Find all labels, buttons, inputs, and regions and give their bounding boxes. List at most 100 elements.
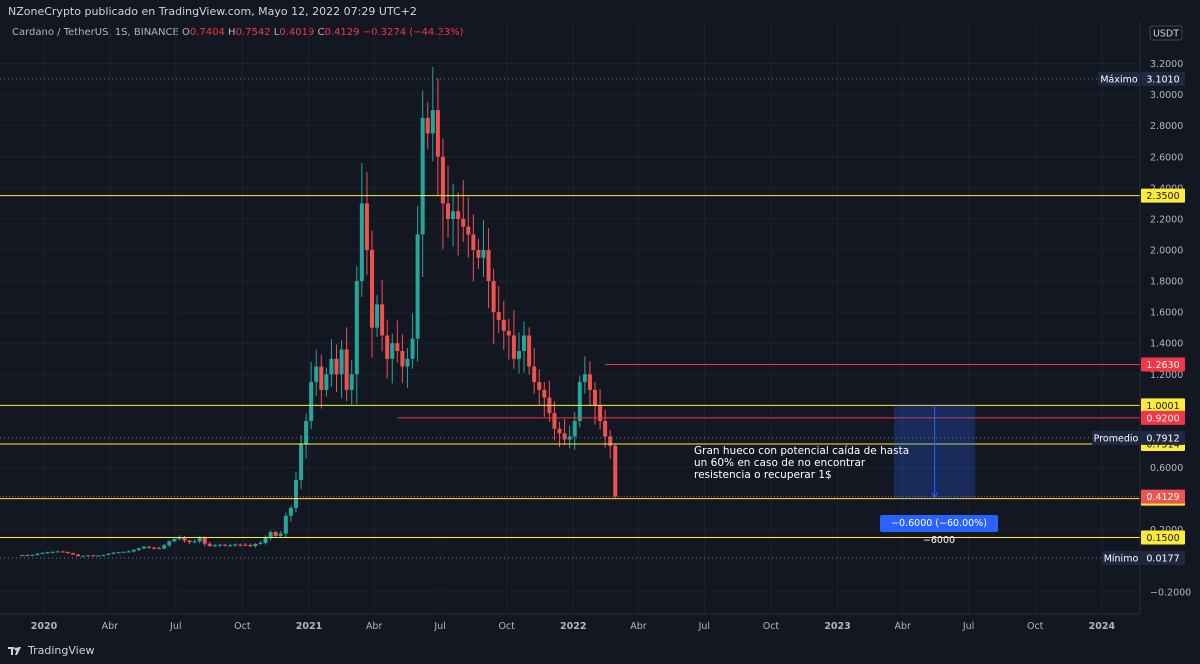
candle	[491, 268, 496, 344]
candle-body	[461, 218, 466, 227]
candle-body	[288, 507, 293, 516]
candle	[369, 230, 374, 358]
candle-body	[146, 546, 151, 548]
candle-body	[187, 540, 192, 543]
current-price-badge: 0.4129	[1141, 489, 1185, 504]
avg-badge-frame	[1141, 430, 1185, 445]
axes: 3.20003.00002.80002.60002.40002.20002.00…	[0, 22, 1192, 632]
candle-body	[106, 553, 111, 555]
avg-tag: Promedio	[1092, 430, 1140, 445]
candle-body	[375, 304, 380, 328]
candle-body	[380, 304, 385, 336]
candle	[435, 78, 440, 197]
currency-badge-label: USDT	[1153, 29, 1179, 40]
candle	[410, 313, 415, 369]
candle-body	[207, 543, 212, 547]
candle-body	[511, 335, 516, 359]
candle	[182, 535, 187, 543]
x-tick-label: Jul	[169, 621, 181, 632]
max-badge-value: 3.1010	[1146, 74, 1179, 85]
candle	[304, 413, 309, 459]
symbol-legend: Cardano / TetherUS, 1S, BINANCE O0.7404 …	[12, 27, 464, 38]
candle	[50, 551, 55, 554]
candle-body	[273, 532, 278, 536]
candle-body	[177, 537, 182, 540]
candle-body	[81, 555, 86, 557]
candle-body	[86, 555, 91, 557]
avg-badge: 0.7912	[1141, 430, 1185, 445]
candle	[451, 183, 456, 247]
red-level-badge-value: 1.2630	[1146, 360, 1179, 371]
candle	[207, 541, 212, 547]
candle	[187, 539, 192, 545]
candle-body	[309, 382, 314, 421]
candle-body	[40, 553, 45, 555]
candle	[532, 347, 537, 395]
yellow-level-badge-value: 0.1500	[1146, 533, 1179, 544]
candle-body	[491, 281, 496, 313]
yellow-level-badge-frame	[1141, 188, 1185, 203]
min-tag: Mínimo	[1102, 551, 1140, 566]
candle-body	[552, 413, 557, 429]
candle-body	[116, 552, 121, 554]
candle-body	[299, 444, 304, 480]
candle-body	[395, 343, 400, 352]
candle-body	[304, 420, 309, 445]
candle-body	[167, 541, 172, 546]
x-tick-label: Abr	[630, 621, 647, 632]
candle	[314, 349, 319, 396]
yellow-level-badge: 1.0001	[1141, 398, 1185, 413]
candle-body	[608, 436, 613, 446]
candle	[253, 543, 258, 548]
symbol-name: Cardano / TetherUS, 1S, BINANCE	[12, 27, 179, 38]
candle	[552, 401, 557, 441]
candle	[136, 547, 141, 552]
candle-body	[131, 549, 136, 552]
candle-body	[172, 539, 177, 542]
candle-body	[410, 338, 415, 359]
x-tick-label: Abr	[894, 621, 911, 632]
candle-body	[182, 537, 187, 541]
candle	[537, 369, 542, 406]
candle-body	[339, 349, 344, 375]
candle-body	[248, 544, 253, 547]
candle-body	[466, 226, 471, 235]
candle-body	[319, 366, 324, 390]
candle-body	[527, 335, 532, 367]
candle	[587, 361, 592, 407]
x-tick-label: 2020	[31, 621, 58, 632]
candle-body	[354, 281, 359, 375]
publication-bar: NZoneCrypto publicado en TradingView.com…	[0, 0, 1200, 22]
candle	[324, 367, 329, 397]
open-value: 0.7404	[189, 27, 225, 38]
change-value: −0.3274 (−44.23%)	[362, 27, 464, 38]
candle	[101, 554, 106, 557]
candle-body	[60, 551, 65, 553]
candle-body	[228, 545, 233, 547]
candle-body	[400, 351, 405, 367]
candle-body	[141, 546, 146, 549]
candle	[20, 554, 25, 557]
candle-body	[522, 335, 527, 352]
candle-body	[582, 374, 587, 383]
candle	[385, 319, 390, 379]
candle-body	[369, 250, 374, 328]
candle-body	[415, 234, 420, 339]
candle-body	[592, 389, 597, 406]
y-tick-label: 3.0000	[1150, 90, 1183, 101]
candle	[613, 443, 618, 499]
candle	[527, 327, 532, 375]
candle	[461, 180, 466, 242]
candle-body	[329, 358, 334, 375]
candle	[415, 205, 420, 362]
tradingview-logo-icon	[8, 646, 21, 655]
footer-bar	[0, 640, 1200, 664]
candle-body	[440, 156, 445, 204]
candle	[405, 348, 410, 388]
candle	[172, 538, 177, 543]
candle	[375, 295, 380, 337]
candle	[349, 359, 354, 405]
candle	[212, 543, 217, 548]
price-chart[interactable]: 3.20003.00002.80002.60002.40002.20002.00…	[0, 0, 1200, 640]
candle	[86, 555, 91, 557]
